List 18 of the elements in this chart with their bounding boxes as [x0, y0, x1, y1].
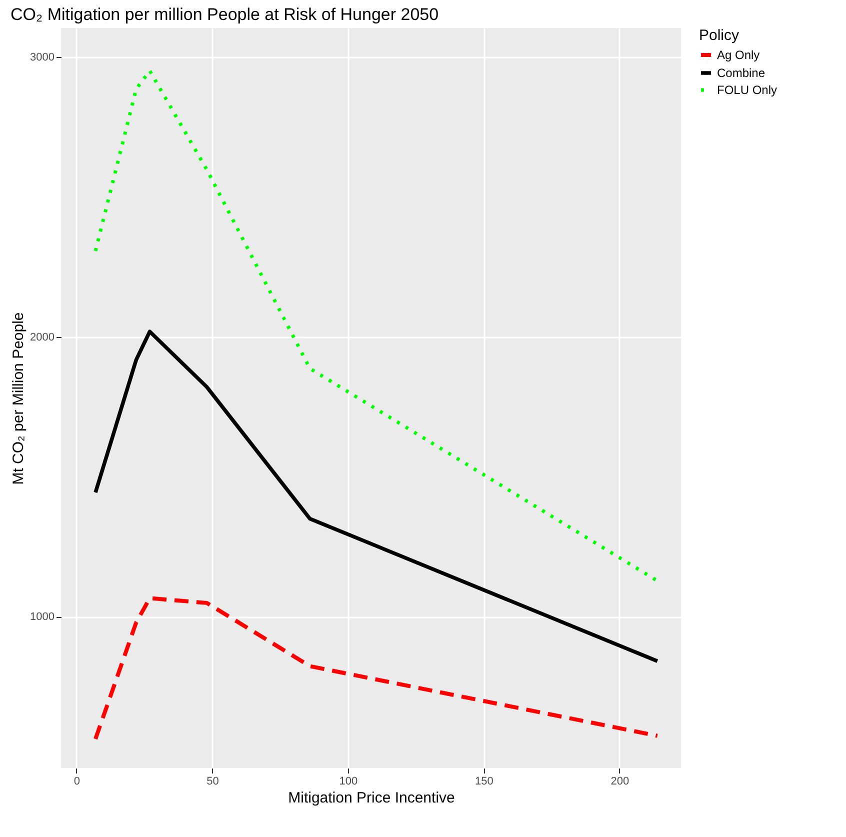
legend-label: Combine	[717, 66, 766, 80]
x-tick-label: 50	[206, 776, 219, 788]
legend-title: Policy	[699, 27, 740, 44]
chart-title: CO₂ Mitigation per million People at Risk of Hunger 2050	[10, 5, 439, 24]
line-series	[94, 69, 660, 583]
y-axis-title: Mt CO₂ per Million People	[10, 312, 28, 485]
y-tick-label: 3000	[30, 52, 54, 64]
line-series	[93, 596, 660, 741]
x-tick-label: 100	[339, 776, 358, 788]
legend-label: Ag Only	[717, 48, 760, 62]
y-tick-label: 2000	[30, 331, 54, 344]
x-tick-label: 200	[610, 776, 630, 788]
y-tick-label: 1000	[30, 611, 54, 624]
x-tick-label: 0	[74, 776, 80, 788]
x-axis-title: Mitigation Price Incentive	[288, 790, 455, 806]
legend-label: FOLU Only	[717, 83, 778, 97]
x-tick-label: 150	[474, 776, 494, 788]
line-series	[94, 330, 660, 663]
